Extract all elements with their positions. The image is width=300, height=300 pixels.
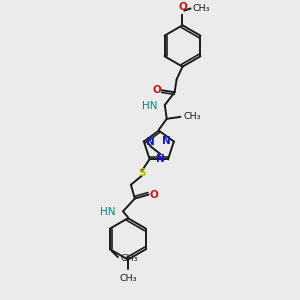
Text: N: N xyxy=(162,136,171,146)
Text: CH₃: CH₃ xyxy=(119,274,137,283)
Text: CH₃: CH₃ xyxy=(184,112,201,122)
Text: HN: HN xyxy=(142,101,158,111)
Text: O: O xyxy=(152,85,161,95)
Text: S: S xyxy=(138,168,146,178)
Text: CH₃: CH₃ xyxy=(192,4,210,13)
Text: O: O xyxy=(178,2,187,11)
Text: O: O xyxy=(149,190,158,200)
Text: HN: HN xyxy=(100,207,115,217)
Text: CH₃: CH₃ xyxy=(121,254,138,262)
Text: N: N xyxy=(156,154,165,164)
Text: N: N xyxy=(146,136,154,146)
